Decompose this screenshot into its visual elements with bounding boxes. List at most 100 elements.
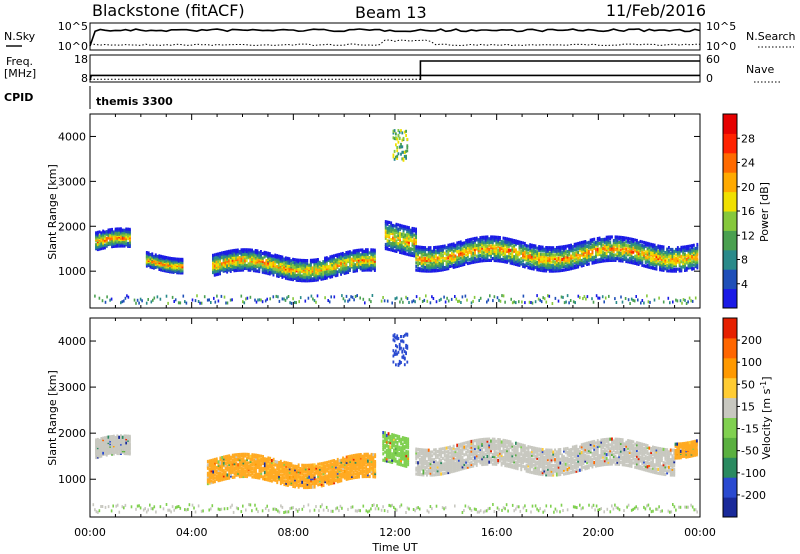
nave-tick-bottom: 0 bbox=[706, 72, 713, 85]
velocity-panel: 1000 2000 3000 4000 Slant Range [km] 200 100… bbox=[46, 317, 773, 518]
colorbar-swatch bbox=[723, 437, 737, 458]
power-colorbar-label: Power [dB] bbox=[758, 182, 771, 242]
velocity-axes: 1000 2000 3000 4000 bbox=[58, 318, 701, 517]
nave-tick-top: 60 bbox=[706, 53, 720, 66]
velocity-colorbar: 200 100 50 15 -15 -50 -100 -200 bbox=[722, 317, 766, 518]
y-tick-label: 3000 bbox=[58, 381, 86, 394]
colorbar-tick-label: 15 bbox=[741, 400, 755, 413]
echo-band-4 bbox=[415, 235, 699, 273]
colorbar-tick-label: 12 bbox=[741, 229, 755, 242]
x-tick-label: 12:00 bbox=[379, 526, 411, 539]
colorbar-swatch bbox=[723, 337, 737, 359]
freq-unit-label: [MHz] bbox=[4, 67, 36, 80]
noise-left-label: N.Sky bbox=[4, 30, 36, 43]
noise-left-tick-bottom: 10^0 bbox=[58, 40, 88, 53]
colorbar-swatch bbox=[723, 152, 737, 173]
velocity-y-label: Slant Range [km] bbox=[46, 370, 59, 466]
colorbar-swatch bbox=[723, 318, 737, 339]
search-noise-line bbox=[89, 39, 700, 47]
frequency-line bbox=[89, 74, 700, 81]
near-range-echoes bbox=[92, 503, 698, 514]
colorbar-tick-label: 200 bbox=[741, 334, 762, 347]
cpid-value: themis 3300 bbox=[96, 95, 173, 108]
sky-noise-line bbox=[89, 28, 701, 47]
beam-title: Beam 13 bbox=[355, 3, 427, 22]
freq-tick-top: 18 bbox=[74, 53, 88, 66]
noise-right-tick-bottom: 10^0 bbox=[706, 40, 736, 53]
colorbar-swatch bbox=[723, 357, 737, 379]
power-panel: 1000 2000 3000 4000 Slant Range [km] 4 8 12 16… bbox=[46, 113, 771, 309]
power-frame bbox=[89, 113, 701, 309]
echo-band-2 bbox=[382, 431, 410, 468]
x-tick-label: 00:00 bbox=[74, 526, 106, 539]
noise-right-tick-top: 10^5 bbox=[706, 20, 736, 33]
power-y-label: Slant Range [km] bbox=[46, 164, 59, 260]
velocity-frame bbox=[89, 317, 701, 518]
station-title: Blackstone (fitACF) bbox=[92, 1, 245, 20]
velocity-echo-cells bbox=[92, 332, 698, 514]
colorbar-tick-label: -15 bbox=[741, 423, 759, 436]
x-tick-label: 20:00 bbox=[582, 526, 614, 539]
colorbar-tick-label: -200 bbox=[741, 489, 766, 502]
echo-band-3 bbox=[384, 220, 417, 258]
power-colorbar: 4 8 12 16 20 24 28 bbox=[722, 113, 755, 309]
colorbar-swatch bbox=[723, 457, 737, 478]
colorbar-tick-label: -100 bbox=[741, 467, 766, 480]
colorbar-swatch bbox=[723, 288, 737, 309]
high-range-echo bbox=[392, 332, 409, 367]
noise-right-label: N.Search bbox=[746, 30, 796, 43]
power-echo-cells bbox=[94, 129, 699, 305]
echo-band-1 bbox=[206, 452, 377, 490]
colorbar-swatch bbox=[723, 249, 737, 270]
colorbar-tick-label: 16 bbox=[741, 205, 755, 218]
echo-band-0 bbox=[95, 227, 131, 252]
x-tick-label: 08:00 bbox=[277, 526, 309, 539]
date-title: 11/Feb/2016 bbox=[606, 1, 706, 20]
colorbar-tick-label: 100 bbox=[741, 356, 762, 369]
y-tick-label: 2000 bbox=[58, 427, 86, 440]
colorbar-swatch bbox=[723, 191, 737, 212]
echo-band-0 bbox=[95, 434, 131, 460]
noise-panel: N.Sky 10^5 10^0 10^5 10^0 N.Search bbox=[4, 20, 796, 53]
velocity-colorbar-label: Velocity [m s-1] bbox=[759, 376, 773, 459]
colorbar-swatch bbox=[723, 477, 737, 498]
colorbar-tick-label: -50 bbox=[741, 445, 759, 458]
nave-step-line bbox=[419, 60, 700, 80]
echo-band-1 bbox=[145, 251, 184, 275]
colorbar-swatch bbox=[723, 417, 737, 438]
colorbar-tick-label: 8 bbox=[741, 254, 748, 267]
colorbar-tick-label: 50 bbox=[741, 378, 755, 391]
colorbar-tick-label: 20 bbox=[741, 181, 755, 194]
x-axis-tick-labels: 00:00 04:00 08:00 12:00 16:00 20:00 00:00 bbox=[74, 526, 716, 539]
near-range-echoes bbox=[94, 294, 697, 305]
freq-tick-bottom: 8 bbox=[81, 72, 88, 85]
colorbar-swatch bbox=[723, 497, 737, 518]
colorbar-tick-label: 28 bbox=[741, 132, 755, 145]
echo-band-2 bbox=[212, 248, 376, 283]
cpid-label: CPID bbox=[4, 91, 33, 104]
colorbar-swatch bbox=[723, 397, 737, 418]
y-tick-label: 4000 bbox=[58, 130, 86, 143]
x-axis-label: Time UT bbox=[371, 541, 417, 554]
high-range-echo bbox=[392, 129, 409, 162]
colorbar-swatch bbox=[723, 377, 737, 399]
power-axes: 1000 2000 3000 4000 bbox=[58, 114, 701, 308]
colorbar-swatch bbox=[723, 133, 737, 154]
y-tick-label: 1000 bbox=[58, 473, 86, 486]
echo-band-3 bbox=[415, 437, 676, 477]
colorbar-swatch bbox=[723, 114, 737, 134]
colorbar-tick-label: 4 bbox=[741, 278, 748, 291]
noise-left-tick-top: 10^5 bbox=[58, 20, 88, 33]
y-tick-label: 2000 bbox=[58, 220, 86, 233]
y-tick-label: 4000 bbox=[58, 335, 86, 348]
y-tick-label: 3000 bbox=[58, 175, 86, 188]
x-tick-label: 04:00 bbox=[176, 526, 208, 539]
nave-label: Nave bbox=[746, 63, 774, 76]
colorbar-swatch bbox=[723, 269, 737, 290]
echo-band-4 bbox=[674, 439, 698, 460]
x-tick-label: 16:00 bbox=[481, 526, 513, 539]
colorbar-tick-label: 24 bbox=[741, 157, 755, 170]
frequency-panel: Freq. [MHz] 18 8 60 0 Nave bbox=[4, 53, 780, 85]
colorbar-swatch bbox=[723, 211, 737, 231]
